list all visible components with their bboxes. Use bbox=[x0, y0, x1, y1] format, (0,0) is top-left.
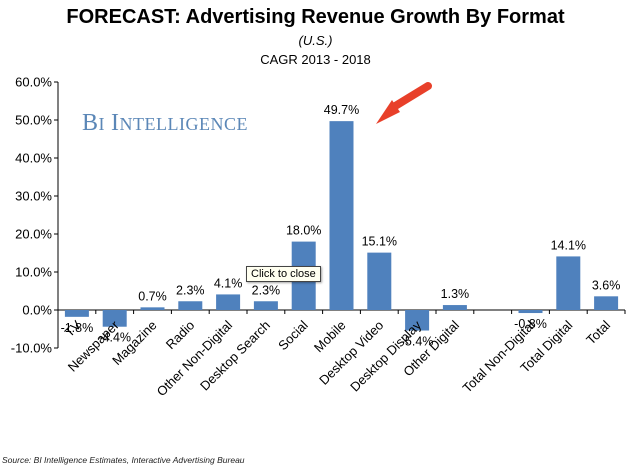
data-label: -1.8% bbox=[61, 321, 94, 335]
y-tick-label: 40.0% bbox=[15, 151, 52, 166]
chart-period: CAGR 2013 - 2018 bbox=[260, 52, 371, 67]
close-tooltip[interactable]: Click to close bbox=[246, 266, 321, 282]
source-note: Source: BI Intelligence Estimates, Inter… bbox=[2, 455, 245, 465]
data-label: 18.0% bbox=[286, 224, 321, 238]
bar-desktop-search bbox=[253, 301, 278, 310]
bar-total-non-digital bbox=[518, 310, 543, 314]
category-label: Radio bbox=[163, 318, 198, 353]
data-label: -5.4% bbox=[401, 335, 434, 349]
data-label: 0.7% bbox=[138, 289, 167, 303]
y-tick-label: 60.0% bbox=[15, 75, 52, 90]
bar-radio bbox=[178, 301, 203, 310]
data-label: 2.3% bbox=[252, 283, 281, 297]
bar-mobile bbox=[329, 121, 354, 310]
data-label: -4.4% bbox=[98, 331, 131, 345]
chart-title: FORECAST: Advertising Revenue Growth By … bbox=[66, 6, 565, 28]
chart-subtitle: (U.S.) bbox=[298, 33, 333, 48]
data-label: -0.8% bbox=[514, 317, 547, 331]
data-label: 4.1% bbox=[214, 276, 243, 290]
bar-other-digital bbox=[442, 305, 467, 310]
bar-other-non-digital bbox=[216, 294, 241, 310]
data-label: 14.1% bbox=[551, 238, 586, 252]
data-label: 1.3% bbox=[441, 287, 470, 301]
y-tick-label: 10.0% bbox=[15, 265, 52, 280]
bar-desktop-video bbox=[367, 252, 392, 310]
bar-tv bbox=[64, 310, 89, 317]
data-label: 3.6% bbox=[592, 278, 621, 292]
bar-total-digital bbox=[556, 256, 581, 310]
y-tick-label: 30.0% bbox=[15, 189, 52, 204]
bar-magazine bbox=[140, 307, 165, 310]
highlight-arrow bbox=[376, 82, 432, 124]
bi-intelligence-watermark: BI INTELLIGENCE bbox=[82, 110, 248, 136]
bar-newspaper bbox=[102, 310, 127, 327]
category-label: Social bbox=[275, 317, 311, 353]
data-label: 15.1% bbox=[362, 235, 397, 249]
y-tick-label: 20.0% bbox=[15, 227, 52, 242]
arrow-shaft bbox=[388, 82, 432, 112]
bar-desktop-display bbox=[405, 310, 430, 331]
data-label: 2.3% bbox=[176, 283, 205, 297]
y-tick-label: -10.0% bbox=[11, 341, 53, 356]
bar-total bbox=[594, 296, 619, 310]
category-label: Desktop Search bbox=[197, 318, 273, 394]
data-label: 49.7% bbox=[324, 103, 359, 117]
category-label: Total bbox=[583, 317, 613, 347]
y-tick-label: 0.0% bbox=[22, 303, 52, 318]
y-tick-label: 50.0% bbox=[15, 113, 52, 128]
